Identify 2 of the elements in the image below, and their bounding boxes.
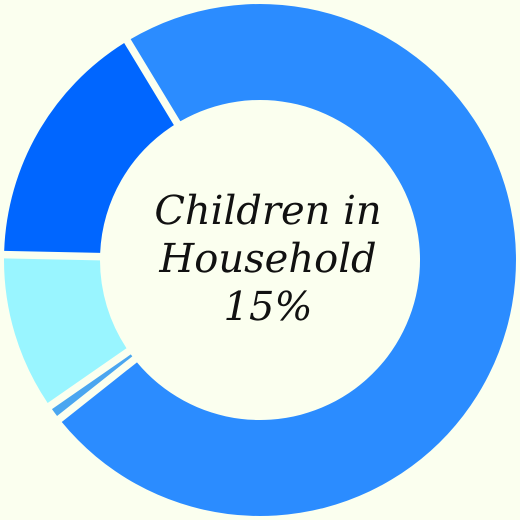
text: 15% [224,284,312,330]
text: Children in Household [154,188,382,282]
